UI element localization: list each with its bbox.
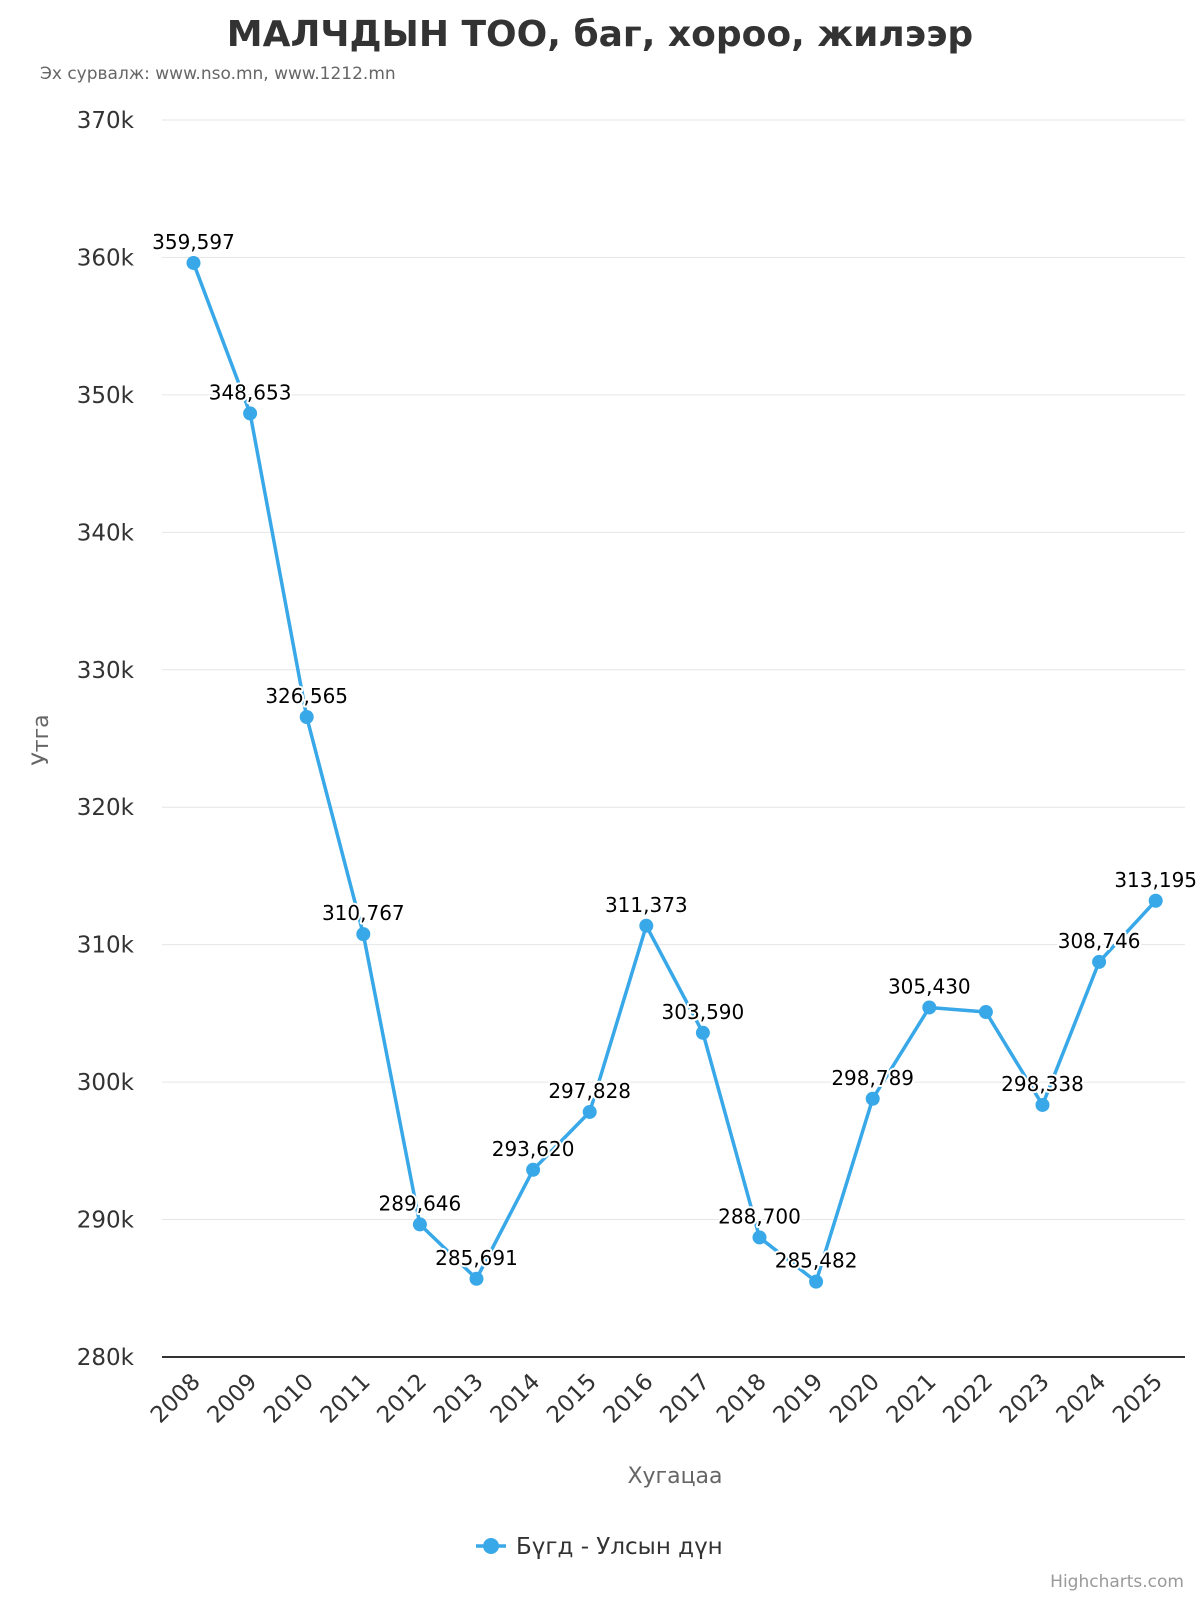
data-point[interactable] xyxy=(978,1005,993,1020)
data-label: 285,482 xyxy=(775,1249,858,1273)
y-tick-label: 280k xyxy=(77,1345,135,1371)
x-tick-label: 2016 xyxy=(599,1369,659,1429)
data-point[interactable] xyxy=(1148,893,1163,908)
data-point[interactable] xyxy=(356,927,371,942)
x-tick-label: 2017 xyxy=(655,1369,715,1429)
y-tick-label: 310k xyxy=(77,933,135,959)
x-tick-label: 2021 xyxy=(882,1369,942,1429)
x-tick-label: 2023 xyxy=(995,1369,1055,1429)
data-label: 298,338 xyxy=(1001,1072,1084,1096)
x-axis-title: Хугацаа xyxy=(627,1464,722,1489)
y-tick-label: 360k xyxy=(77,245,135,271)
y-axis-title: Утга xyxy=(29,714,54,765)
x-tick-label: 2013 xyxy=(429,1369,489,1429)
x-axis-ticks: 2008200920102011201220132014201520162017… xyxy=(146,1369,1168,1429)
data-label: 311,373 xyxy=(605,893,688,917)
x-tick-label: 2018 xyxy=(712,1369,772,1429)
y-tick-label: 290k xyxy=(77,1208,135,1234)
data-point[interactable] xyxy=(412,1217,427,1232)
data-label: 289,646 xyxy=(379,1191,462,1215)
data-label: 310,767 xyxy=(322,901,405,925)
credits-link[interactable]: Highcharts.com xyxy=(1050,1572,1184,1592)
chart-subtitle: Эх сурвалж: www.nso.mn, www.1212.mn xyxy=(40,64,396,84)
data-label: 298,789 xyxy=(831,1066,914,1090)
x-tick-label: 2020 xyxy=(825,1369,885,1429)
data-point[interactable] xyxy=(469,1271,484,1286)
x-tick-label: 2025 xyxy=(1108,1369,1168,1429)
data-point[interactable] xyxy=(1092,954,1107,969)
x-tick-label: 2011 xyxy=(316,1369,376,1429)
y-axis-ticks: 280k 290k 300k 310k 320k 330k 340k 350k 360k 370k xyxy=(77,108,135,1371)
y-tick-label: 370k xyxy=(77,108,135,134)
data-label: 285,691 xyxy=(435,1246,518,1270)
x-tick-label: 2024 xyxy=(1052,1369,1112,1429)
data-point[interactable] xyxy=(752,1230,767,1245)
data-label: 297,828 xyxy=(548,1079,631,1103)
data-label: 348,653 xyxy=(209,380,292,404)
grid-lines xyxy=(162,119,1185,1358)
data-point[interactable] xyxy=(639,918,654,933)
x-tick-label: 2008 xyxy=(146,1369,206,1429)
legend[interactable]: Бүгд - Улсын дүн xyxy=(476,1534,723,1560)
data-point[interactable] xyxy=(243,406,258,421)
data-label: 326,565 xyxy=(265,684,348,708)
y-tick-label: 320k xyxy=(77,795,135,821)
data-point[interactable] xyxy=(582,1104,597,1119)
data-label: 303,590 xyxy=(662,1000,745,1024)
x-tick-label: 2012 xyxy=(372,1369,432,1429)
x-tick-label: 2015 xyxy=(542,1369,602,1429)
legend-item-label[interactable]: Бүгд - Улсын дүн xyxy=(516,1534,723,1560)
data-label: 305,430 xyxy=(888,974,971,998)
x-tick-label: 2014 xyxy=(486,1369,546,1429)
data-labels: 359,597 348,653 326,565 310,767 289,646 285,6… xyxy=(150,228,1199,1275)
x-tick-label: 2019 xyxy=(769,1369,829,1429)
y-tick-label: 330k xyxy=(77,658,135,684)
legend-marker xyxy=(483,1538,499,1554)
x-tick-label: 2010 xyxy=(259,1369,319,1429)
y-tick-label: 340k xyxy=(77,520,135,546)
data-label: 293,620 xyxy=(492,1137,575,1161)
data-point[interactable] xyxy=(865,1091,880,1106)
data-point[interactable] xyxy=(1035,1097,1050,1112)
series-line xyxy=(191,261,1158,1284)
x-tick-label: 2022 xyxy=(938,1369,998,1429)
data-label: 308,746 xyxy=(1058,929,1141,953)
data-point[interactable] xyxy=(695,1025,710,1040)
data-label: 288,700 xyxy=(718,1204,801,1228)
data-point[interactable] xyxy=(922,1000,937,1015)
y-tick-label: 350k xyxy=(77,383,135,409)
series xyxy=(186,255,1163,1289)
chart-title: МАЛЧДЫН ТОО, баг, хороо, жилээр xyxy=(226,14,974,55)
data-point[interactable] xyxy=(809,1274,824,1289)
data-label: 359,597 xyxy=(152,230,235,254)
data-point[interactable] xyxy=(526,1162,541,1177)
data-point[interactable] xyxy=(299,709,314,724)
y-tick-label: 300k xyxy=(77,1070,135,1096)
data-label: 313,195 xyxy=(1114,868,1197,892)
data-point[interactable] xyxy=(186,255,201,270)
x-tick-label: 2009 xyxy=(203,1369,263,1429)
